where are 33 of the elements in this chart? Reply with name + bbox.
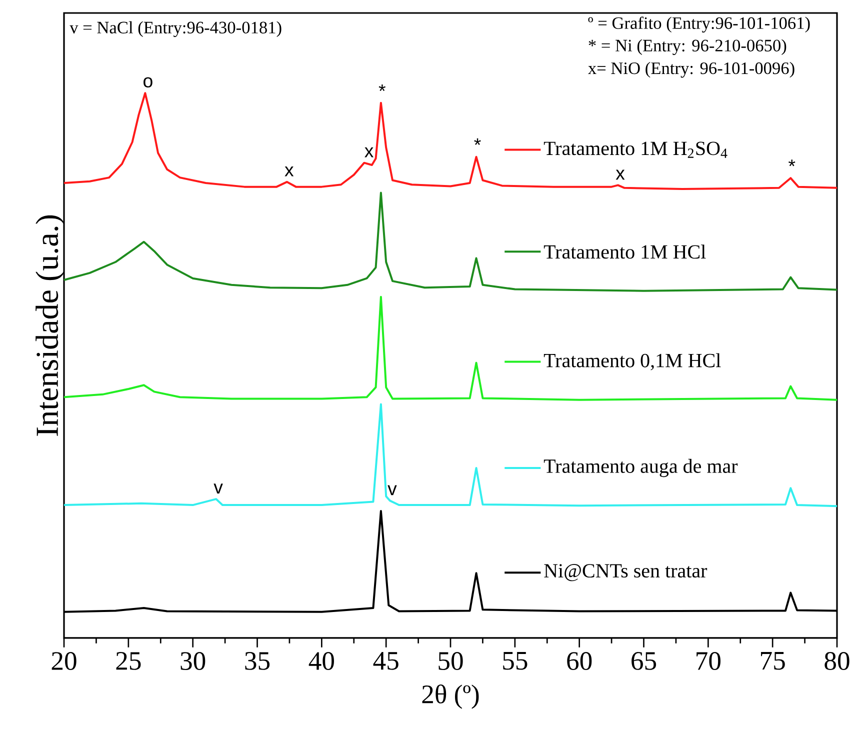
x-tick-label: 65 bbox=[632, 652, 656, 670]
text: º = Grafito (Entry:96-101-1061) bbox=[588, 16, 810, 33]
x-axis-title: 2θ (º) bbox=[422, 684, 479, 709]
annotation: v bbox=[388, 485, 397, 496]
annotation: * bbox=[788, 160, 796, 166]
x-tick-label: 30 bbox=[180, 652, 206, 670]
legend-label: Tratamento 0,1M HCl bbox=[544, 353, 721, 370]
x-tick-label: 80 bbox=[824, 652, 850, 670]
legend-label: Tratamento 1M H$_{2}$SO$_{4}$ bbox=[544, 142, 728, 158]
text: v = NaCl (Entry:96-430-0181) bbox=[70, 21, 282, 38]
x-tick-label: 40 bbox=[308, 652, 334, 670]
annotation: * bbox=[474, 138, 481, 145]
legend-label: Tratamento auga de mar bbox=[544, 458, 738, 478]
annotation: x bbox=[616, 170, 625, 180]
y-axis-title: Intensidade (u.a.) bbox=[36, 215, 65, 436]
x-tick-label: 60 bbox=[567, 652, 592, 670]
annotation: x bbox=[284, 166, 294, 176]
annotation: * bbox=[378, 84, 386, 92]
annotation: o bbox=[144, 77, 152, 88]
x-tick-label: 50 bbox=[438, 652, 463, 670]
legend-label: Tratamento 1M HCl bbox=[544, 244, 706, 259]
x-tick-label: 55 bbox=[503, 652, 528, 670]
x-tick-label: 45 bbox=[373, 652, 398, 670]
x-tick-label: 25 bbox=[116, 652, 141, 670]
x-tick-label: 70 bbox=[696, 652, 720, 670]
text: x= NiO (Entry: 96-101-0096) bbox=[588, 62, 794, 78]
x-tick-label: 35 bbox=[245, 652, 270, 670]
legend-label: Ni@CNTs sen tratar bbox=[544, 564, 708, 582]
x-tick-label: 75 bbox=[761, 652, 785, 670]
x-tick-label: 20 bbox=[52, 652, 76, 670]
annotation: v bbox=[214, 484, 223, 494]
text: * = Ni (Entry: 96-210-0650) bbox=[588, 39, 786, 56]
annotation: x bbox=[364, 147, 374, 158]
